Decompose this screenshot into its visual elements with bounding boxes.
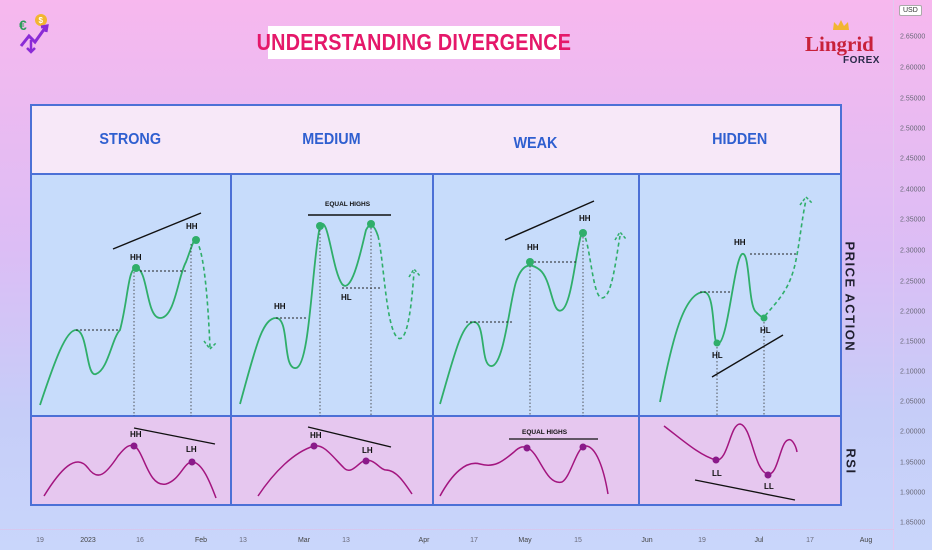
- strong-rsi-lh-label: LH: [186, 445, 197, 454]
- hidden-arrow-up-icon: [799, 195, 814, 206]
- price-tick: 2.50000: [900, 125, 926, 133]
- divergence-board: STRONG MEDIUM WEAK HIDDEN: [30, 104, 842, 506]
- time-tick: Mar: [297, 537, 311, 544]
- page-title-text: UNDERSTANDING DIVERGENCE: [256, 29, 572, 55]
- price-tick: 2.55000: [900, 95, 926, 103]
- strong-hh-label-2: HH: [186, 222, 198, 231]
- price-tick: 2.05000: [900, 398, 926, 406]
- time-tick: 17: [806, 537, 814, 544]
- crown-icon: [832, 18, 850, 36]
- brand-logo: Lingrid FOREX: [803, 20, 879, 68]
- price-tick: 2.15000: [900, 338, 926, 346]
- price-tick: 2.00000: [900, 428, 926, 436]
- time-tick: 19: [698, 537, 706, 544]
- time-tick: May: [518, 537, 532, 544]
- time-tick: 17: [470, 537, 478, 544]
- rsi-panel-strong: [30, 415, 232, 506]
- hidden-hl-label-2: HL: [760, 326, 771, 335]
- rsi-panel-hidden: [638, 415, 842, 506]
- price-tick: 2.40000: [900, 186, 926, 194]
- strong-rsi-drawing: [43, 427, 217, 499]
- time-tick: 16: [136, 537, 144, 544]
- finance-logo-icon: $ €: [15, 12, 57, 61]
- hidden-price-line: [659, 253, 766, 403]
- page-title: UNDERSTANDING DIVERGENCE: [257, 26, 571, 59]
- price-panel-medium: [230, 173, 434, 417]
- brand-name: Lingrid: [805, 32, 874, 56]
- hidden-rsi-ll-label-2: LL: [764, 482, 774, 491]
- time-tick: Apr: [418, 537, 430, 544]
- price-tick: 2.30000: [900, 247, 926, 255]
- price-tick: 1.90000: [900, 489, 926, 497]
- price-tick: 2.45000: [900, 155, 926, 163]
- currency-badge[interactable]: USD: [899, 5, 922, 16]
- price-tick: 2.10000: [900, 368, 926, 376]
- price-tick: 2.20000: [900, 308, 926, 316]
- time-axis[interactable]: 19 2023 16 Feb 13 Mar 13 Apr 17 May 15 J…: [0, 529, 894, 550]
- svg-text:$: $: [39, 16, 44, 25]
- column-header-medium: MEDIUM: [301, 130, 361, 148]
- price-tick: 2.35000: [900, 216, 926, 224]
- strong-price-drawing: [39, 212, 218, 416]
- medium-price-drawing: [239, 214, 421, 416]
- price-tick: 2.65000: [900, 33, 926, 41]
- strong-hh-point-2: [192, 236, 200, 244]
- time-tick: 19: [36, 537, 44, 544]
- time-tick: 13: [239, 537, 247, 544]
- weak-equal-highs-label: EQUAL HIGHS: [522, 429, 568, 436]
- weak-hh-label-2: HH: [579, 214, 591, 223]
- weak-price-drawing: [439, 200, 627, 416]
- hidden-rsi-line: [663, 423, 798, 475]
- price-axis[interactable]: USD 2.65000 2.60000 2.55000 2.50000 2.45…: [893, 0, 932, 550]
- medium-rsi-hh-label: HH: [310, 431, 322, 440]
- time-tick: Aug: [859, 537, 873, 544]
- price-panel-weak: [432, 173, 640, 417]
- time-tick: 2023: [80, 537, 96, 544]
- hidden-hl-label-1: HL: [712, 351, 723, 360]
- price-tick: 2.25000: [900, 278, 926, 286]
- strong-price-projection: [195, 239, 211, 349]
- hidden-price-drawing: [659, 195, 814, 416]
- medium-arrow-up-icon: [408, 267, 421, 278]
- time-tick: Jun: [641, 537, 653, 544]
- rsi-panel-weak: [432, 415, 640, 506]
- time-tick: Jul: [754, 537, 764, 544]
- price-tick: 1.85000: [900, 519, 926, 527]
- medium-rsi-line: [257, 445, 413, 497]
- weak-rsi-drawing: [439, 438, 609, 497]
- hidden-rsi-ll-label-1: LL: [712, 469, 722, 478]
- medium-equal-highs-label: EQUAL HIGHS: [325, 201, 371, 208]
- strong-hh-point-1: [132, 264, 140, 272]
- time-tick: Feb: [194, 537, 208, 544]
- strong-hh-label-1: HH: [130, 253, 142, 262]
- strong-price-line: [39, 238, 197, 406]
- medium-hh-label: HH: [274, 302, 286, 311]
- price-tick: 2.60000: [900, 64, 926, 72]
- weak-price-line: [439, 231, 583, 405]
- hidden-rsi-drawing: [663, 423, 798, 501]
- time-tick: 15: [574, 537, 582, 544]
- strong-rsi-hh-label: HH: [130, 430, 142, 439]
- hidden-hh-label: HH: [734, 238, 746, 247]
- svg-text:€: €: [19, 17, 27, 33]
- column-header-row: [30, 104, 842, 175]
- price-tick: 1.95000: [900, 459, 926, 467]
- time-tick: 13: [342, 537, 350, 544]
- medium-rsi-lh-label: LH: [362, 446, 373, 455]
- strong-arrow-down-icon: [203, 340, 218, 351]
- column-header-hidden: HIDDEN: [712, 130, 768, 148]
- medium-rsi-drawing: [257, 426, 413, 497]
- brand-sub: FOREX: [843, 55, 880, 66]
- rsi-panel-medium: [230, 415, 434, 506]
- price-panel-hidden: [638, 173, 842, 417]
- medium-price-line: [239, 222, 379, 405]
- weak-rsi-line: [439, 445, 609, 497]
- column-header-strong: STRONG: [99, 130, 161, 148]
- weak-hh-label-1: HH: [527, 243, 539, 252]
- column-header-weak: WEAK: [512, 134, 557, 152]
- weak-arrow-up-icon: [614, 230, 627, 241]
- medium-hl-label: HL: [341, 293, 352, 302]
